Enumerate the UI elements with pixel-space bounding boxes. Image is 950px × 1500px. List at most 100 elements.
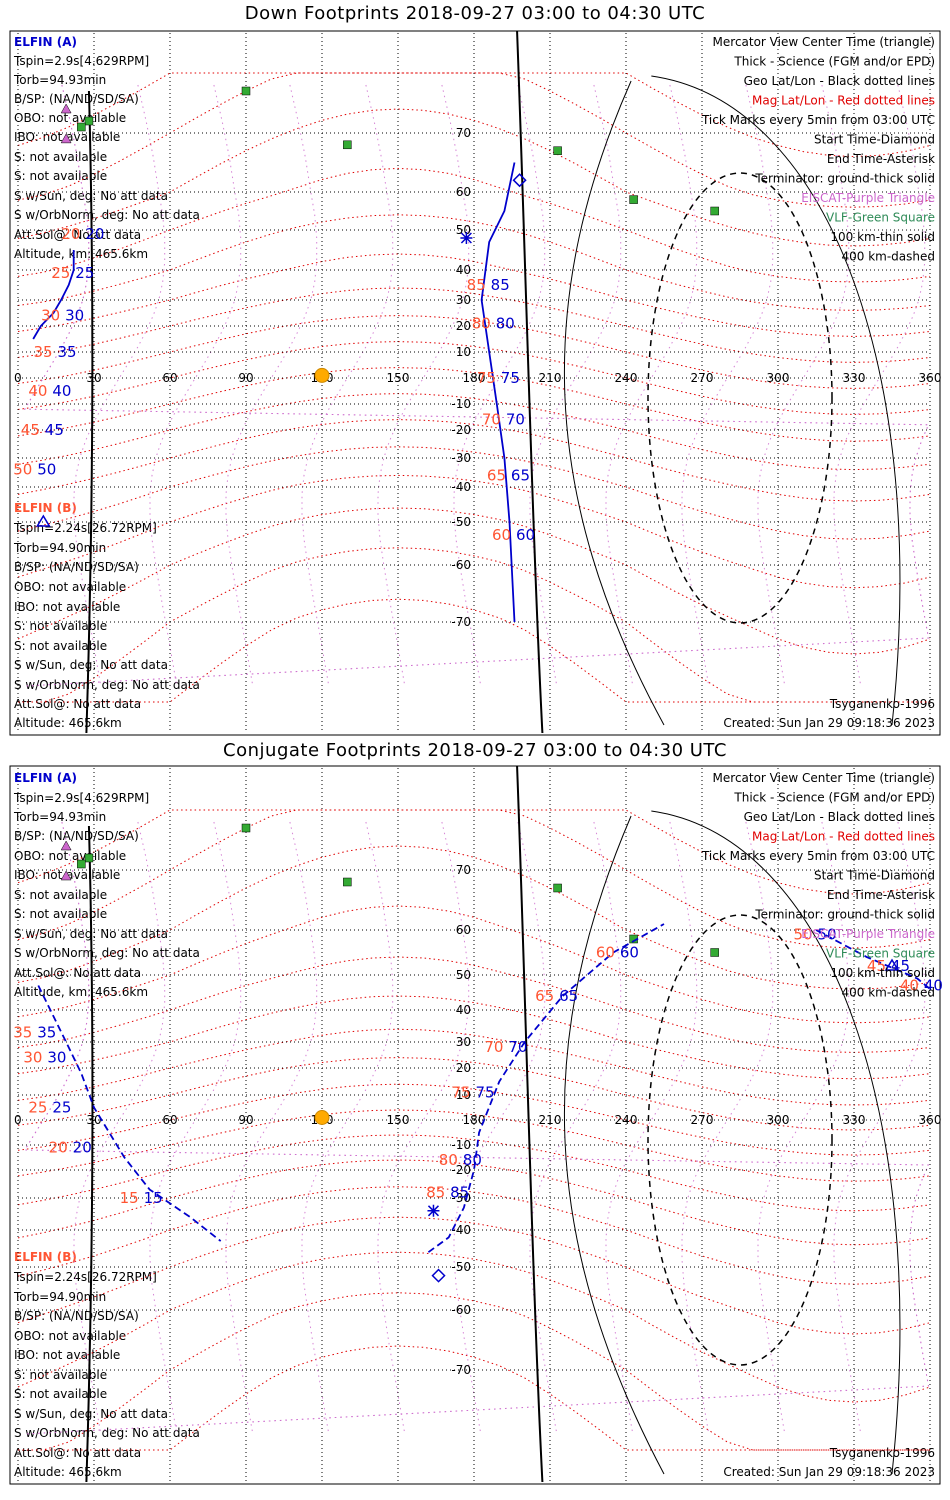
- legend-entry: 400 km-dashed: [841, 986, 935, 1000]
- sun-icon: [314, 367, 330, 383]
- legend: Mercator View Center Time (triangle) Thic…: [701, 35, 935, 264]
- created-label: Created: Sun Jan 29 09:18:36 2023: [723, 1465, 935, 1479]
- terminator-line: [516, 30, 544, 734]
- end-asterisk: [460, 232, 473, 244]
- panel-title-conjugate: Conjugate Footprints 2018-09-27 03:00 to…: [223, 740, 727, 761]
- elfin-b-time-label: 20: [61, 225, 80, 243]
- legend-entry: EISCAT-Purple Triangle: [801, 191, 935, 205]
- vlf-station-square: [553, 883, 562, 893]
- elfin-b-time-label: 75: [477, 369, 496, 387]
- info-line: Att.Sol@: No att data: [14, 966, 141, 980]
- mag-grid: [17, 72, 931, 703]
- legend-entry: VLF-Green Square: [826, 211, 935, 225]
- x-tick-label: 180: [463, 371, 486, 385]
- elfin-b-time-label: 60: [596, 944, 615, 962]
- mag-lon-line: [453, 84, 546, 687]
- elfin-b-time-label: 70: [482, 411, 501, 429]
- y-tick-label: 70: [456, 126, 471, 140]
- vlf-station-square: [710, 948, 719, 957]
- info-line: S: not available: [14, 1387, 107, 1401]
- info-line: S: not available: [14, 907, 107, 921]
- y-tick-label: 50: [456, 223, 471, 237]
- info-line: B/SP: (NA/ND/SD/SA): [14, 1309, 139, 1323]
- elfin-a-time-label: 60: [620, 944, 639, 962]
- conjugate-elfin-a-info: ELFIN (A) Tspin=2.9s[4.629RPM] Torb=94.9…: [13, 771, 200, 999]
- y-tick-label: 40: [456, 263, 471, 277]
- x-tick-label: 360: [919, 1113, 942, 1127]
- sun-icon: [314, 1110, 330, 1125]
- footprint-line: [427, 923, 665, 1253]
- elfin-b-time-label: 65: [487, 466, 506, 484]
- y-tick-label: 30: [456, 293, 471, 307]
- legend: Mercator View Center Time (triangle) Thic…: [701, 771, 935, 1000]
- end-asterisk: [427, 1204, 440, 1217]
- elfin-a-time-label: 80: [496, 314, 515, 332]
- info-line: Tspin=2.9s[4.629RPM]: [13, 791, 149, 805]
- legend-entry: Terminator: ground-thick solid: [754, 908, 935, 922]
- footprint-line: [815, 929, 931, 990]
- y-tick-label: -70: [451, 615, 471, 629]
- elfin-b-time-label: 80: [439, 1151, 458, 1169]
- elfin-a-time-label: 30: [65, 307, 84, 325]
- elfin-b-name: ELFIN (B): [14, 501, 77, 515]
- elfin-a-time-label: 20: [85, 225, 104, 243]
- center-time-triangle: [36, 514, 51, 527]
- terminator-line: [85, 825, 94, 1483]
- legend-entry: Start Time-Diamond: [814, 869, 935, 883]
- legend-entry: 100 km-thin solid: [830, 966, 935, 980]
- info-line: B/SP: (NA/ND/SD/SA): [14, 560, 139, 574]
- info-line: S w/OrbNorm, deg: No att data: [14, 208, 200, 222]
- elfin-a-time-label: 20: [73, 1139, 92, 1157]
- info-line: Att.Sol@: No att data: [14, 228, 141, 242]
- elfin-a-time-label: 60: [516, 526, 535, 544]
- elfin-a-time-label: 30: [47, 1049, 66, 1067]
- y-tick-label: -20: [451, 1163, 471, 1177]
- info-line: S w/OrbNorm, deg: No att data: [14, 678, 200, 692]
- eiscat-triangle: [60, 870, 72, 881]
- legend-entry: Mag Lat/Lon - Red dotted lines: [752, 94, 935, 108]
- y-tick-label: 40: [456, 1003, 471, 1017]
- x-tick-label: 0: [14, 371, 22, 385]
- x-tick-label: 150: [387, 371, 410, 385]
- legend-entry: Mercator View Center Time (triangle): [713, 35, 935, 49]
- info-line: B/SP: (NA/ND/SD/SA): [14, 92, 139, 106]
- y-tick-label: -10: [451, 397, 471, 411]
- down-elfin-a-info: ELFIN (A) Tspin=2.9s[4.629RPM] Torb=94.9…: [13, 35, 200, 261]
- y-tick-label: 10: [456, 1088, 471, 1102]
- elfin-a-time-label: 75: [475, 1083, 494, 1101]
- elfin-b-time-label: 30: [41, 307, 60, 325]
- elfin-a-time-label: 70: [508, 1038, 527, 1056]
- elfin-a-time-label: 75: [501, 369, 520, 387]
- elfin-b-time-label: 40: [28, 382, 47, 400]
- legend-entry: Mercator View Center Time (triangle): [713, 771, 935, 785]
- x-tick-label: 30: [86, 371, 101, 385]
- elfin-b-time-label: 15: [120, 1189, 139, 1207]
- info-line: IBO: not available: [14, 1348, 120, 1362]
- footprint-line: [480, 162, 516, 623]
- info-line: S w/Sun, deg: No att data: [14, 658, 168, 672]
- boundary-100km: [564, 810, 901, 1475]
- x-tick-label: 180: [463, 1113, 486, 1127]
- info-line: S: not available: [14, 619, 107, 633]
- y-tick-label: -60: [451, 1303, 471, 1317]
- mag-lon-line: [377, 821, 470, 1435]
- mag-lon-line: [453, 821, 546, 1435]
- x-tick-label: 90: [238, 371, 253, 385]
- legend-entry: Tick Marks every 5min from 03:00 UTC: [701, 113, 935, 127]
- elfin-a-time-label: 50: [37, 461, 56, 479]
- elfin-a-time-label: 35: [37, 1023, 56, 1041]
- y-tick-label: 60: [456, 923, 471, 937]
- info-line: OBO: not available: [14, 111, 126, 125]
- boundary-400km: [647, 172, 833, 624]
- elfin-b-time-label: 60: [492, 526, 511, 544]
- elfin-a-time-label: 35: [57, 343, 76, 361]
- model-label: Tsyganenko-1996: [829, 1446, 935, 1460]
- geo-grid: 0306090120150180210240270300330360706050…: [14, 768, 941, 1482]
- mag-lon-line: [833, 84, 926, 687]
- info-line: S: not available: [14, 169, 107, 183]
- y-tick-label: 20: [456, 319, 471, 333]
- footprint-line: [37, 985, 222, 1242]
- info-line: OBO: not available: [14, 580, 126, 594]
- legend-entry: 100 km-thin solid: [830, 230, 935, 244]
